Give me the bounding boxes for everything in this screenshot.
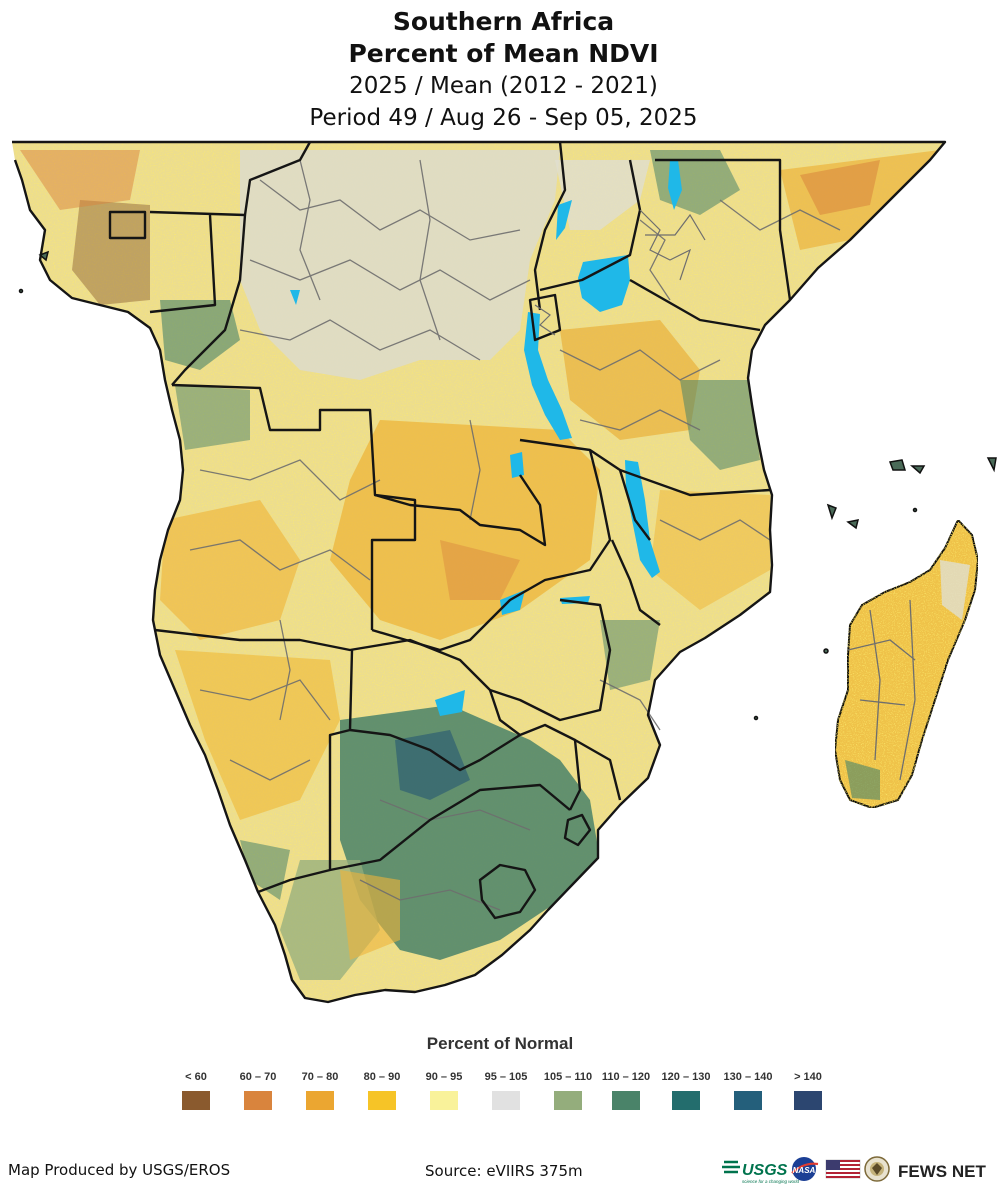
legend-label: 130 – 140 xyxy=(723,1071,773,1083)
legend-label: 120 – 130 xyxy=(661,1071,711,1083)
fewsnet-logo-text: FEWS NET xyxy=(898,1162,986,1181)
source-text: Source: eVIIRS 375m xyxy=(425,1162,583,1180)
usgs-logo-tagline: science for a changing world xyxy=(742,1179,800,1184)
map-subtitle-period: Period 49 / Aug 26 - Sep 05, 2025 xyxy=(309,105,698,131)
lake-mweru xyxy=(510,452,524,478)
usgs-logo-text: USGS xyxy=(742,1162,788,1179)
legend: < 60 60 – 70 70 – 80 80 – 90 90 – 95 95 … xyxy=(166,1068,846,1118)
legend-item: 95 – 105 xyxy=(476,1068,536,1110)
legend-swatch xyxy=(306,1091,334,1110)
map-title-block: Southern Africa Percent of Mean NDVI 202… xyxy=(0,6,1007,134)
okavango-pans xyxy=(435,690,465,716)
admin-boundaries xyxy=(189,159,841,911)
legend-item: 120 – 130 xyxy=(656,1068,716,1110)
map-title-region: Southern Africa xyxy=(392,7,615,36)
legend-item: 80 – 90 xyxy=(352,1068,412,1110)
legend-label: > 140 xyxy=(794,1071,822,1083)
legend-label: 70 – 80 xyxy=(301,1071,339,1083)
legend-swatch xyxy=(492,1091,520,1110)
lake-turkana xyxy=(668,160,682,210)
map-title-product: Percent of Mean NDVI xyxy=(348,39,659,68)
legend-item: > 140 xyxy=(778,1068,838,1110)
legend-title: Percent of Normal xyxy=(426,1034,574,1053)
legend-swatch xyxy=(612,1091,640,1110)
credit-text: Map Produced by USGS/EROS xyxy=(8,1161,231,1179)
nasa-logo: NASA xyxy=(791,1157,819,1181)
legend-swatch xyxy=(244,1091,272,1110)
admin-boundaries-east xyxy=(534,209,706,336)
legend-item: 130 – 140 xyxy=(718,1068,778,1110)
water-bodies xyxy=(290,160,682,716)
legend-swatch xyxy=(182,1091,210,1110)
lake-kivu xyxy=(556,200,572,240)
us-flag-icon xyxy=(825,1159,861,1179)
lake-victoria xyxy=(578,255,630,312)
legend-swatch xyxy=(672,1091,700,1110)
lake-malawi xyxy=(625,460,660,578)
usgs-logo: USGS science for a changing world xyxy=(722,1160,800,1184)
legend-swatch xyxy=(734,1091,762,1110)
legend-item: 70 – 80 xyxy=(290,1068,350,1110)
legend-swatch xyxy=(794,1091,822,1110)
legend-item: 60 – 70 xyxy=(228,1068,288,1110)
ndvi-map xyxy=(12,140,997,1004)
legend-label: 80 – 90 xyxy=(363,1071,401,1083)
legend-swatch xyxy=(368,1091,396,1110)
legend-label: 95 – 105 xyxy=(484,1071,528,1083)
legend-label: 105 – 110 xyxy=(543,1071,593,1083)
lake-tanganyika xyxy=(524,312,572,440)
legend-swatch xyxy=(430,1091,458,1110)
nasa-logo-text: NASA xyxy=(793,1166,816,1175)
legend-item: 90 – 95 xyxy=(414,1068,474,1110)
legend-swatch xyxy=(554,1091,582,1110)
legend-label: 60 – 70 xyxy=(239,1071,277,1083)
partner-logos: USGS science for a changing world NASA F… xyxy=(722,1156,986,1184)
legend-item: 110 – 120 xyxy=(596,1068,656,1110)
legend-label: < 60 xyxy=(185,1071,207,1083)
state-dept-seal-icon xyxy=(864,1156,890,1182)
legend-item: 105 – 110 xyxy=(538,1068,598,1110)
legend-label: 90 – 95 xyxy=(425,1071,463,1083)
legend-item: < 60 xyxy=(166,1068,226,1110)
islands xyxy=(18,250,997,721)
map-subtitle-comparison: 2025 / Mean (2012 - 2021) xyxy=(349,73,658,99)
legend-label: 110 – 120 xyxy=(601,1071,651,1083)
country-borders xyxy=(12,140,947,1004)
